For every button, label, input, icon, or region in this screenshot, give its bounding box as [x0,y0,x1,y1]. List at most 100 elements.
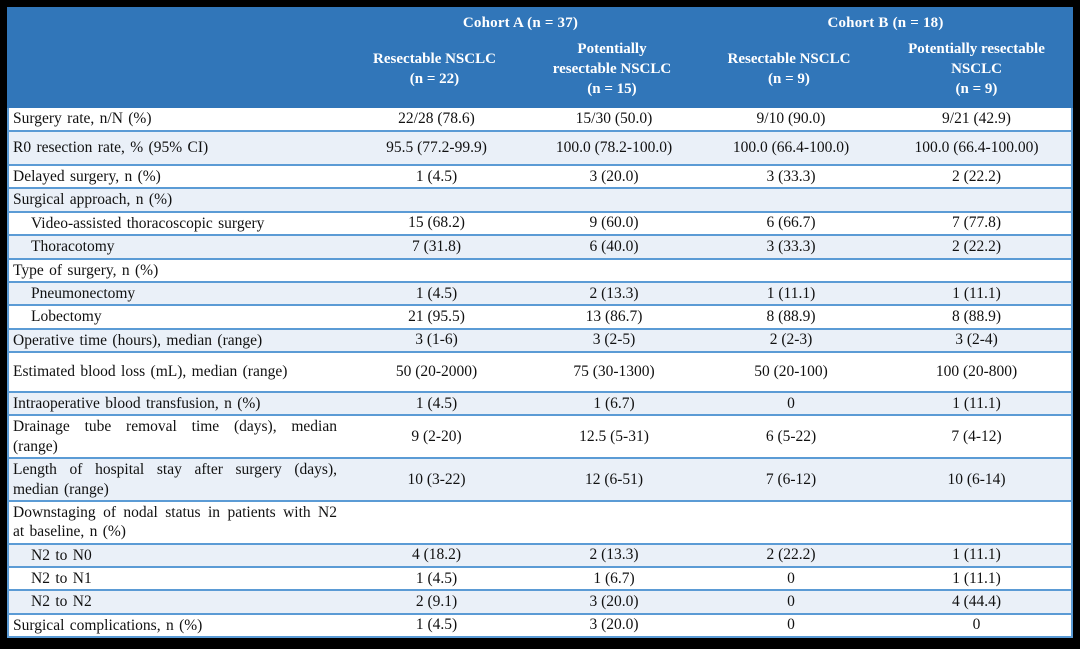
table-row: Surgical approach, n (%) [9,187,1071,211]
table-row: N2 to N1 1 (4.5) 1 (6.7) 0 1 (11.1) [9,566,1071,590]
cell-value [528,199,700,201]
cell-value: 7 (4-12) [951,427,1002,445]
cell-value: 1 (4.5) [415,394,458,412]
surgery-outcomes-table: Cohort A (n = 37) Cohort B (n = 18) Rese… [7,7,1073,639]
row-label: Downstaging of nodal status in patients … [13,503,337,541]
row-label: Surgical approach, n (%) [13,191,173,209]
cohort-a-header: Cohort A (n = 37) [462,14,579,31]
cell-value: 50 (20-2000) [395,363,478,380]
table-row: Drainage tube removal time (days), media… [9,414,1071,458]
cell-value: 3 (2-4) [955,331,998,349]
cell-value: 2 (2-3) [769,331,813,349]
subgroup-header-line: (n = 22) [409,71,460,87]
row-label: N2 to N0 [31,546,92,564]
cell-value: 13 (86.7) [585,307,643,325]
cell-value: 10 (6-14) [947,470,1006,488]
subgroup-header-line: NSCLC [951,60,1002,77]
row-label: Intraoperative blood transfusion, n (%) [13,395,261,412]
cell-value: 95.5 (77.2-99.9) [386,139,487,156]
cell-value: 9/21 (42.9) [942,110,1011,127]
cell-value: 1 (11.1) [952,394,1001,412]
cell-value: 6 (5-22) [765,427,817,445]
cell-value [700,199,882,201]
cell-value: 10 (3-22) [407,470,466,488]
cell-value [528,521,700,523]
cell-value: 1 (11.1) [952,546,1001,564]
cell-value: 0 [972,616,981,634]
cell-value: 100.0 (66.4-100.00) [914,139,1039,156]
subgroup-header-line: Resectable NSCLC [373,50,496,67]
cell-value [700,269,882,271]
cell-value: 12.5 (5-31) [579,427,649,445]
cell-value: 75 (30-1300) [573,363,655,380]
cell-value: 0 [787,394,795,412]
subgroup-header-row: Resectable NSCLC (n = 22) Potentially resec… [7,36,1073,108]
cell-value: 100.0 (66.4-100.0) [732,139,850,156]
cell-value: 1 (11.1) [952,569,1001,587]
row-label: Type of surgery, n (%) [13,261,159,279]
table-row: Operative time (hours), median (range) 3… [9,327,1071,351]
table-row: Intraoperative blood transfusion, n (%) … [9,391,1071,415]
cell-value: 100 (20-800) [935,363,1018,380]
row-label: Surgery rate, n/N (%) [13,110,152,128]
cell-value: 1 (11.1) [766,284,816,302]
row-label: Operative time (hours), median (range) [13,331,263,349]
cell-value: 22/28 (78.6) [398,110,475,127]
cell-value: 3 (20.0) [589,593,639,611]
cell-value: 2 (22.2) [766,546,816,564]
cell-value: 4 (18.2) [411,546,462,564]
subgroup-header-cell: Resectable NSCLC (n = 9) [698,49,880,90]
cell-value: 1 (6.7) [593,569,635,587]
cell-value: 6 (40.0) [589,237,639,255]
table-header: Cohort A (n = 37) Cohort B (n = 18) Rese… [7,7,1073,108]
table-row: R0 resection rate, % (95% CI) 95.5 (77.2… [9,130,1071,164]
cell-value: 15 (68.2) [408,214,465,232]
cell-value: 8 (88.9) [951,307,1002,325]
cell-value [345,269,528,271]
row-label: N2 to N1 [31,570,92,587]
row-label: Surgical complications, n (%) [13,616,203,634]
cell-value [700,521,882,523]
subgroup-header-line: (n = 9) [768,71,810,87]
cell-value: 6 (66.7) [766,214,816,232]
row-label: Pneumonectomy [31,284,136,302]
cell-value: 7 (31.8) [411,237,462,255]
row-label: Lobectomy [31,308,102,326]
cell-value: 3 (33.3) [766,237,816,255]
row-label: Estimated blood loss (mL), median (range… [13,363,288,381]
cell-value: 0 [787,593,795,611]
cell-value: 2 (22.2) [951,167,1002,185]
cell-value: 2 (9.1) [415,593,458,611]
cell-value: 9 (2-20) [411,427,462,445]
cell-value: 15/30 (50.0) [575,110,653,127]
cell-value: 21 (95.5) [408,307,465,325]
cell-value: 0 [787,616,795,634]
row-label: Drainage tube removal time (days), media… [13,418,337,455]
cohort-header-row: Cohort A (n = 37) Cohort B (n = 18) [7,7,1073,36]
cell-value: 1 (4.5) [415,616,458,634]
cell-value: 1 (4.5) [415,167,458,185]
cell-value [528,269,700,271]
cell-value: 1 (11.1) [952,284,1001,302]
cell-value: 2 (13.3) [589,546,639,564]
table-row: Estimated blood loss (mL), median (range… [9,351,1071,391]
cell-value: 8 (88.9) [766,307,816,325]
cell-value: 12 (6-51) [584,470,644,488]
table-row: Video-assisted thoracoscopic surgery 15 … [9,210,1071,235]
subgroup-header-cell: Potentially resectable NSCLC (n = 15) [526,39,698,100]
cell-value: 7 (77.8) [951,214,1002,232]
table-row: Downstaging of nodal status in patients … [9,499,1071,543]
row-label: Thoracotomy [31,238,115,256]
table-row: Type of surgery, n (%) [9,257,1071,281]
row-label: Video-assisted thoracoscopic surgery [31,214,265,232]
table-row: Pneumonectomy 1 (4.5) 2 (13.3) 1 (11.1) … [9,280,1071,305]
cohort-b-header: Cohort B (n = 18) [827,14,944,31]
cell-value: 9/10 (90.0) [756,110,826,127]
cell-value [882,521,1071,523]
table-row: Length of hospital stay after surgery (d… [9,457,1071,500]
subgroup-header-line: Potentially [577,40,647,57]
table-row: N2 to N0 4 (18.2) 2 (13.3) 2 (22.2) 1 (1… [9,542,1071,566]
cell-value: 3 (1-6) [415,331,458,349]
cell-value: 1 (4.5) [415,569,458,587]
